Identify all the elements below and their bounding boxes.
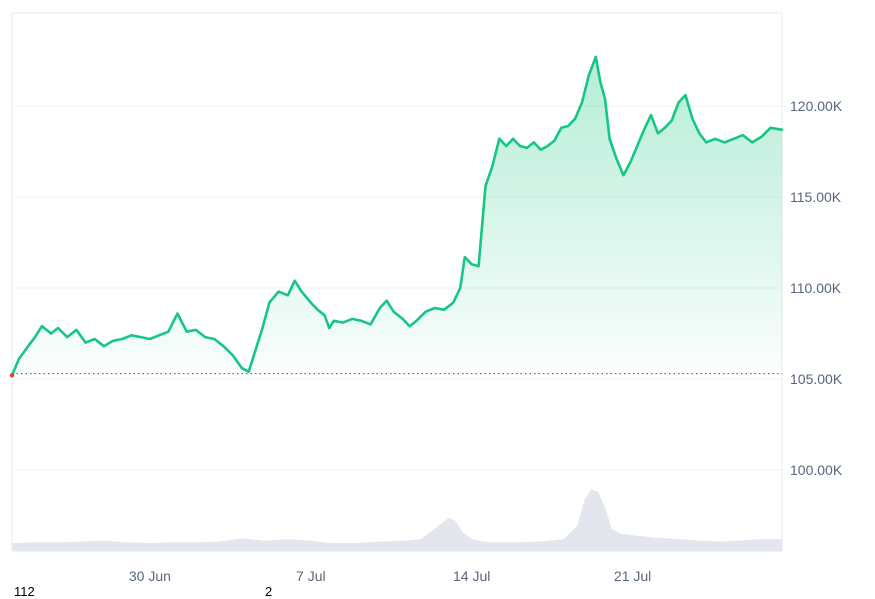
volume-area bbox=[12, 489, 782, 551]
x-tick-label: 14 Jul bbox=[453, 568, 490, 584]
x-axis: 30 Jun 7 Jul 14 Jul 21 Jul bbox=[129, 568, 651, 584]
y-tick-label: 120.00K bbox=[790, 98, 843, 114]
start-marker bbox=[9, 373, 15, 378]
volume-layer bbox=[12, 489, 782, 551]
x-tick-label: 21 Jul bbox=[614, 568, 651, 584]
annotation-mid: 2 bbox=[265, 584, 273, 599]
line-layer bbox=[9, 55, 784, 378]
y-tick-label: 100.00K bbox=[790, 462, 843, 478]
y-tick-label: 105.00K bbox=[790, 371, 843, 387]
y-tick-label: 115.00K bbox=[790, 189, 842, 205]
x-tick-label: 30 Jun bbox=[129, 568, 171, 584]
x-tick-label: 7 Jul bbox=[296, 568, 326, 584]
y-tick-label: 110.00K bbox=[790, 280, 842, 296]
area-layer bbox=[12, 56, 782, 376]
y-axis: 120.00K 115.00K 110.00K 105.00K 100.00K bbox=[790, 98, 843, 478]
price-line bbox=[10, 55, 784, 377]
annotation-left: 112 bbox=[14, 584, 35, 599]
price-area bbox=[12, 56, 782, 376]
